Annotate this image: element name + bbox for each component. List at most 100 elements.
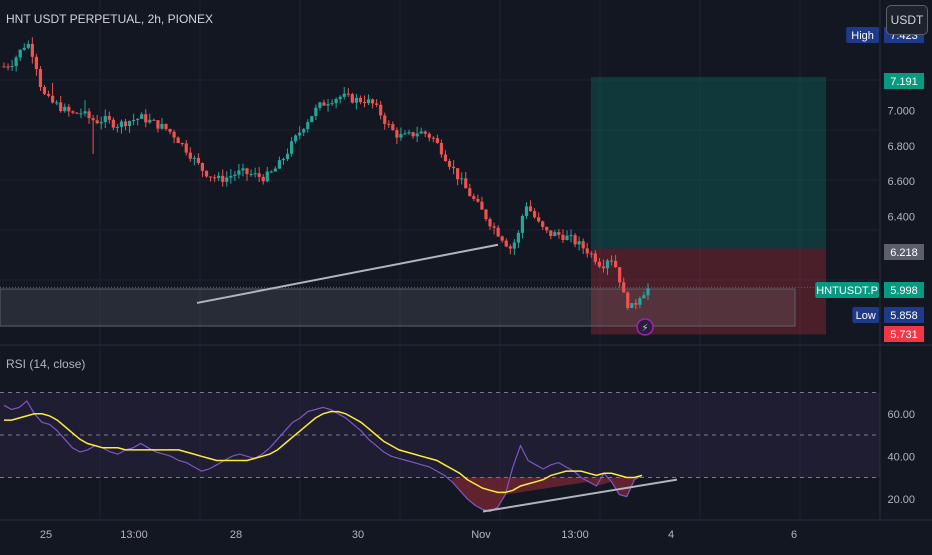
- candle-body-131: [532, 211, 537, 218]
- candle-body-38: [156, 120, 160, 129]
- candle-body-118: [480, 201, 484, 210]
- candle-body-103: [419, 131, 423, 134]
- chart-header-title: HNT USDT PERPETUAL, 2h, PIONEX: [6, 12, 213, 26]
- candle-body-57: [233, 174, 237, 176]
- candle-body-109: [443, 154, 448, 162]
- candle-body-114: [464, 178, 468, 189]
- rsi-title: RSI (14, close): [6, 357, 86, 371]
- candle-body-112: [456, 168, 460, 180]
- candle-body-139: [565, 235, 569, 240]
- candle-body-53: [217, 175, 221, 179]
- candle-body-59: [241, 168, 245, 171]
- candle-body-28: [115, 126, 120, 128]
- candle-body-3: [14, 57, 18, 67]
- candle-body-56: [229, 175, 233, 178]
- candle-body-96: [391, 124, 395, 131]
- candle-body-64: [261, 176, 265, 182]
- candle-body-122: [496, 227, 500, 237]
- candle-body-29: [119, 121, 124, 127]
- rsi-tick-label: 20.00: [887, 494, 915, 506]
- candle-body-82: [334, 99, 338, 104]
- candle-body-44: [180, 143, 184, 145]
- candle-body-79: [322, 102, 326, 106]
- candle-body-48: [196, 157, 201, 164]
- candle-body-18: [75, 112, 79, 114]
- price-tick-label: 6.800: [887, 141, 915, 153]
- candle-body-25: [103, 116, 107, 123]
- currency-selector-button[interactable]: USDT: [886, 5, 928, 35]
- candle-body-121: [492, 226, 496, 228]
- candle-body-129: [524, 206, 529, 216]
- rsi-series-line-1: [4, 410, 643, 494]
- candle-body-148: [601, 266, 606, 269]
- candle-body-124: [504, 240, 508, 247]
- candle-body-1: [6, 66, 10, 68]
- price-tag-label: HNTUSDT.P: [816, 285, 878, 297]
- candle-body-105: [427, 133, 431, 138]
- time-tick-label: 13:00: [120, 529, 148, 541]
- time-tick-label: 28: [230, 529, 242, 541]
- candle-body-90: [366, 99, 371, 104]
- candle-body-135: [549, 230, 553, 237]
- candle-body-42: [172, 131, 176, 138]
- candle-body-94: [383, 115, 387, 124]
- target-zone: [591, 76, 826, 249]
- candle-body-30: [123, 121, 128, 127]
- rsi-oversold-fill: [452, 477, 635, 512]
- candle-body-0: [2, 66, 6, 68]
- candle-body-128: [520, 215, 525, 233]
- candle-body-127: [516, 232, 520, 243]
- candle-body-58: [237, 170, 241, 175]
- candle-body-91: [370, 99, 375, 104]
- candle-body-70: [285, 153, 290, 159]
- candle-body-99: [403, 133, 407, 135]
- candle-body-21: [87, 111, 91, 119]
- candle-body-10: [42, 87, 47, 94]
- stop-zone: [591, 248, 826, 335]
- candle-body-154: [626, 292, 630, 308]
- candle-body-31: [127, 121, 132, 127]
- candle-body-20: [83, 111, 87, 114]
- candle-body-69: [281, 158, 286, 161]
- candle-body-93: [379, 104, 383, 116]
- candle-body-41: [168, 128, 172, 132]
- time-tick-label: Nov: [471, 529, 491, 541]
- candle-body-134: [545, 226, 549, 231]
- rsi-trendline: [482, 478, 678, 513]
- candle-body-36: [148, 119, 152, 123]
- candle-body-149: [605, 260, 610, 269]
- candle-body-12: [51, 95, 55, 103]
- candle-body-55: [225, 177, 229, 182]
- candle-body-4: [18, 49, 22, 58]
- candle-body-62: [253, 173, 257, 175]
- candle-body-63: [257, 173, 261, 177]
- price-value-label: 7.191: [890, 76, 918, 88]
- candle-body-119: [484, 209, 488, 220]
- time-tick-label: 13:00: [561, 529, 589, 541]
- candle-body-158: [642, 295, 646, 299]
- candle-body-77: [314, 107, 318, 117]
- candle-body-24: [99, 122, 103, 124]
- candle-body-144: [585, 248, 589, 254]
- candle-body-75: [306, 122, 310, 130]
- candle-body-8: [34, 56, 39, 69]
- candle-body-46: [188, 152, 192, 159]
- candle-body-74: [302, 129, 306, 133]
- candle-body-107: [435, 138, 439, 143]
- lightning-icon-glyph: ⚡: [641, 323, 648, 334]
- candle-body-150: [609, 260, 614, 262]
- candle-body-140: [569, 235, 573, 237]
- candle-body-40: [164, 123, 168, 129]
- price-tick-label: 6.400: [887, 211, 915, 223]
- candle-body-142: [577, 241, 581, 245]
- candle-body-110: [447, 161, 452, 167]
- candle-body-7: [30, 43, 34, 57]
- candle-body-95: [387, 123, 391, 125]
- candle-body-89: [362, 101, 367, 104]
- candle-body-147: [597, 261, 601, 267]
- candle-body-15: [63, 106, 67, 112]
- candle-body-113: [460, 178, 464, 180]
- candle-body-33: [136, 118, 140, 120]
